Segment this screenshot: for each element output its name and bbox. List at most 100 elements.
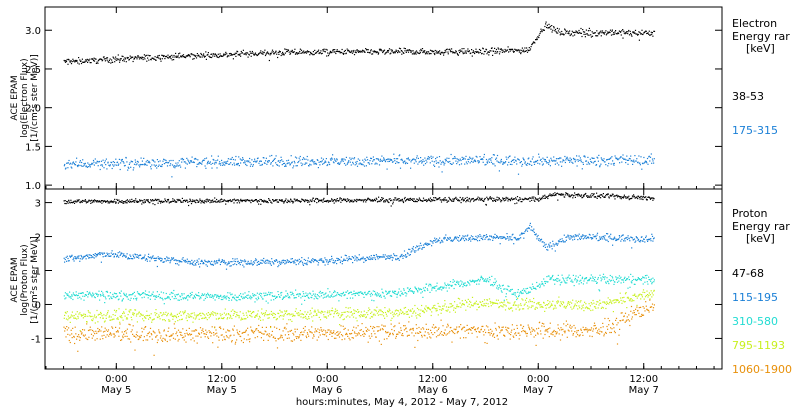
electron-point-38-53	[538, 34, 540, 36]
proton-point-310-580	[212, 297, 214, 299]
proton-point-310-580	[345, 291, 347, 293]
electron-point-175-315	[98, 160, 101, 163]
electron-point-38-53	[493, 50, 495, 52]
proton-point-115-195	[613, 237, 615, 239]
proton-point-310-580	[298, 295, 300, 297]
proton-point-47-68	[444, 198, 446, 200]
proton-point-310-580	[232, 296, 234, 298]
electron-point-175-315	[352, 163, 354, 165]
electron-point-175-315	[500, 158, 502, 161]
proton-point-47-68	[521, 201, 523, 203]
electron-point-38-53	[497, 47, 499, 49]
x-tick-date: May 6	[418, 385, 448, 396]
proton-point-310-580	[243, 297, 245, 299]
proton-point-115-195	[476, 237, 478, 239]
proton-point-310-580	[247, 294, 249, 296]
electron-point-175-315	[111, 162, 113, 164]
electron-point-175-315	[347, 161, 349, 163]
proton-point-47-68	[490, 197, 492, 199]
electron-point-38-53	[572, 35, 574, 37]
electron-point-175-315	[100, 164, 102, 166]
proton-point-115-195	[370, 255, 372, 257]
electron-point-175-315	[99, 168, 101, 171]
proton-point-310-580	[213, 295, 215, 297]
proton-point-115-195	[628, 238, 630, 240]
electron-point-175-315	[598, 154, 600, 156]
proton-point-47-68	[76, 201, 78, 203]
proton-point-310-580	[265, 300, 267, 302]
proton-point-310-580	[448, 287, 450, 289]
electron-point-38-53	[335, 52, 337, 55]
electron-point-175-315	[402, 161, 404, 163]
proton-point-47-68	[577, 195, 579, 197]
electron-point-38-53	[647, 32, 649, 34]
electron-point-175-315	[252, 164, 254, 166]
electron-point-38-53	[119, 59, 121, 61]
electron-point-38-53	[369, 52, 371, 54]
electron-point-38-53	[357, 50, 359, 52]
proton-point-115-195	[542, 245, 545, 247]
proton-point-47-68	[571, 194, 573, 196]
proton-point-115-195	[70, 255, 72, 257]
proton-point-47-68	[399, 200, 402, 202]
proton-point-47-68	[199, 199, 201, 202]
proton-point-310-580	[543, 285, 545, 287]
electron-point-38-53	[614, 31, 616, 33]
proton-point-115-195	[110, 255, 112, 257]
proton-point-310-580	[479, 280, 481, 282]
electron-point-175-315	[587, 156, 589, 158]
electron-point-175-315	[219, 163, 221, 165]
electron-point-175-315	[300, 162, 302, 164]
proton-point-310-580	[136, 297, 138, 299]
proton-point-115-195	[583, 235, 585, 237]
electron-point-38-53	[570, 34, 572, 36]
proton-point-47-68	[461, 198, 463, 200]
electron-point-38-53	[212, 55, 214, 57]
proton-point-115-195	[552, 243, 554, 245]
proton-point-47-68	[150, 199, 152, 201]
proton-point-310-580	[242, 293, 244, 295]
proton-point-47-68	[67, 202, 69, 204]
proton-point-115-195	[199, 266, 201, 268]
proton-point-47-68	[403, 198, 406, 200]
electron-point-38-53	[399, 51, 401, 53]
electron-point-175-315	[600, 157, 602, 159]
proton-point-310-580	[419, 288, 422, 290]
electron-point-38-53	[650, 34, 652, 36]
electron-point-38-53	[498, 48, 500, 50]
electron-point-175-315	[486, 162, 489, 164]
proton-point-310-580	[627, 287, 629, 289]
electron-point-175-315	[632, 163, 634, 165]
proton-point-115-195	[166, 259, 168, 261]
electron-point-175-315	[560, 157, 562, 159]
proton-point-310-580	[124, 294, 126, 296]
proton-point-47-68	[92, 200, 94, 202]
proton-point-310-580	[191, 294, 193, 296]
electron-point-175-315	[218, 163, 220, 165]
proton-point-47-68	[338, 200, 340, 202]
proton-point-115-195	[240, 261, 242, 263]
electron-point-175-315	[407, 157, 409, 159]
proton-point-795-1193	[89, 315, 91, 317]
proton-point-310-580	[265, 292, 267, 294]
electron-point-38-53	[546, 26, 548, 29]
proton-point-310-580	[384, 297, 386, 299]
proton-point-310-580	[637, 277, 639, 279]
proton-point-47-68	[155, 199, 157, 201]
electron-point-175-315	[246, 164, 248, 167]
proton-point-47-68	[461, 199, 463, 201]
electron-point-175-315	[409, 159, 411, 161]
proton-point-47-68	[480, 199, 482, 201]
proton-point-47-68	[138, 201, 140, 203]
proton-point-115-195	[595, 238, 597, 240]
electron-point-38-53	[541, 31, 543, 33]
proton-point-47-68	[92, 200, 94, 202]
proton-point-310-580	[308, 297, 310, 299]
proton-point-47-68	[309, 204, 311, 206]
proton-point-47-68	[492, 200, 494, 202]
proton-point-47-68	[600, 194, 602, 196]
electron-point-175-315	[401, 159, 403, 161]
x-tick-date: May 5	[207, 385, 237, 396]
electron-point-38-53	[150, 59, 152, 61]
electron-point-38-53	[435, 52, 437, 54]
